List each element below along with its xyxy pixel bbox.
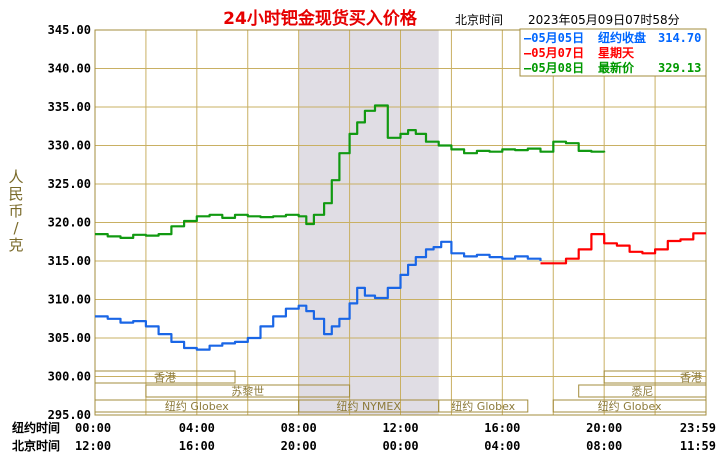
time-tick-label: 11:59: [680, 439, 716, 453]
time-tick-label: 08:00: [586, 439, 622, 453]
time-tick-label: 20:00: [281, 439, 317, 453]
sydney-session-label: 悉尼: [631, 385, 653, 398]
series-line-0: [95, 240, 542, 351]
time-tick-label: 20:00: [586, 421, 622, 435]
header-datetime: 2023年05月09日07时58分: [528, 13, 680, 27]
time-tick-label: 12:00: [75, 439, 111, 453]
hongkong-left-session-box: [94, 370, 236, 384]
legend-label-2: 最新价: [598, 60, 635, 75]
time-tick-label: 12:00: [382, 421, 418, 435]
legend-label-0: 纽约收盘: [598, 30, 646, 45]
y-axis-label-char: 人: [8, 168, 23, 186]
legend-entry-1: —05月07日: [524, 46, 584, 60]
sydney-session-box: [578, 384, 707, 398]
y-tick-labels: 295.00 300.00 305.00 310.00 315.00 320.00 325.…: [48, 23, 91, 422]
time-row-label: 北京时间: [12, 438, 60, 453]
legend-value-2: 329.13: [658, 61, 701, 75]
price-series: [95, 104, 706, 351]
time-row-label: 纽约时间: [12, 420, 60, 435]
legend-entry-2: —05月08日: [524, 61, 584, 75]
y-axis-label-char: 克: [8, 236, 23, 254]
y-tick-label: 345.00: [48, 23, 91, 37]
y-tick-label: 340.00: [48, 62, 91, 76]
y-axis-label-char: /: [13, 219, 19, 237]
time-tick-label: 16:00: [484, 421, 520, 435]
legend-label-1: 星期天: [598, 45, 635, 60]
time-tick-label: 08:00: [281, 421, 317, 435]
globex-right-session-label: 纽约 Globex: [598, 399, 662, 413]
y-tick-label: 335.00: [48, 100, 91, 114]
hongkong-right-session-box: [603, 370, 707, 384]
grid-lines: [95, 30, 706, 415]
legend: —05月05日 纽约收盘 314.70 —05月07日 星期天 —05月08日 最新价 329…: [519, 28, 707, 77]
time-tick-label: 00:00: [75, 421, 111, 435]
hongkong-left-session-label: 香港: [154, 371, 176, 384]
globex-right-session-box: [552, 399, 707, 413]
time-tick-label: 00:00: [382, 439, 418, 453]
legend-box: [519, 28, 707, 77]
time-tick-label: 04:00: [179, 421, 215, 435]
time-axis-rows: 纽约时间 00:00 04:00 08:00 12:00 16:00 20:00 23:59 北…: [12, 420, 716, 453]
y-tick-label: 305.00: [48, 331, 91, 345]
series-line-2: [95, 104, 606, 239]
globex-mid-session-box: [438, 399, 529, 413]
y-axis-label-char: 币: [8, 202, 23, 220]
header-time-label: 北京时间: [455, 13, 503, 27]
plot-frame: [94, 29, 707, 416]
series-line-1: [540, 232, 706, 265]
y-axis-label-char: 民: [8, 185, 23, 203]
time-tick-label: 23:59: [680, 421, 716, 435]
time-tick-label: 16:00: [179, 439, 215, 453]
y-axis-label: 人民币/克: [8, 168, 23, 254]
y-tick-label: 320.00: [48, 216, 91, 230]
paris-session-label: 苏黎世: [231, 384, 264, 398]
hongkong-right-session-label: 香港: [680, 371, 702, 384]
y-tick-label: 325.00: [48, 177, 91, 191]
y-tick-label: 310.00: [48, 293, 91, 307]
globex-left-session-label: 纽约 Globex: [165, 399, 229, 413]
paris-session-box: [145, 384, 351, 398]
time-tick-label: 04:00: [484, 439, 520, 453]
legend-value-0: 314.70: [658, 31, 701, 45]
y-tick-label: 330.00: [48, 139, 91, 153]
globex-mid-session-label: 纽约 Globex: [451, 399, 515, 413]
chart-title: 24小时钯金现货买入价格: [223, 8, 418, 29]
legend-entry-0: —05月05日: [524, 31, 584, 45]
y-tick-label: 295.00: [48, 408, 91, 422]
y-tick-label: 315.00: [48, 254, 91, 268]
nymex-session-label: 纽约 NYMEX: [336, 399, 401, 413]
y-tick-label: 300.00: [48, 370, 91, 384]
